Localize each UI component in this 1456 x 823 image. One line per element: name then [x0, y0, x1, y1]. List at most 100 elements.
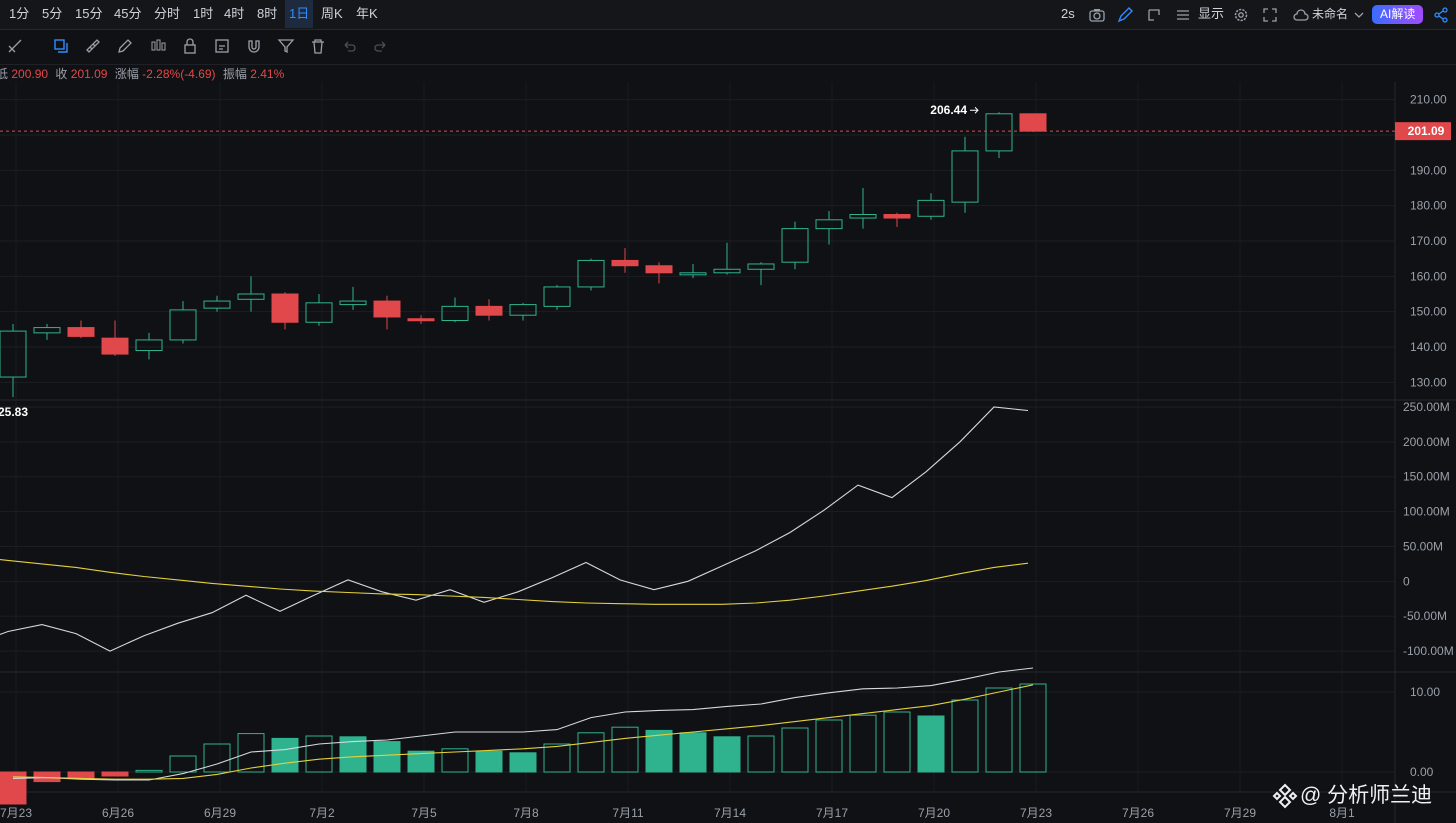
price-tick-label: 170.00 — [1410, 234, 1447, 248]
candle-body — [815, 219, 843, 230]
interval-8h[interactable]: 8时 — [257, 6, 278, 21]
date-tick-label: 7月29 — [1224, 806, 1256, 820]
magnet-icon[interactable] — [245, 37, 263, 55]
refresh-interval[interactable]: 2s — [1061, 6, 1075, 21]
low-price-annotation: 25.83 — [0, 405, 28, 419]
watermark: @ 分析师兰迪 — [1272, 782, 1432, 810]
date-tick-label: 8月1 — [1329, 806, 1355, 820]
layout-name[interactable]: 未命名 — [1312, 7, 1349, 21]
price-tick-label: 140.00 — [1410, 340, 1447, 354]
volume-bar — [407, 750, 435, 773]
date-tick-label: 6月26 — [102, 806, 134, 820]
candle-body — [237, 293, 265, 300]
fullscreen-icon[interactable] — [1261, 6, 1279, 24]
volume-bar — [475, 750, 503, 773]
volume-bar — [237, 733, 265, 773]
volume-bar — [203, 743, 231, 773]
volume-bar — [713, 736, 741, 773]
date-tick-label: 6月29 — [204, 806, 236, 820]
interval-45min[interactable]: 45分 — [114, 6, 142, 21]
interval-week[interactable]: 周K — [321, 6, 343, 21]
date-tick-label: 7月11 — [612, 806, 643, 820]
edit-icon[interactable] — [213, 37, 231, 55]
low-value: 200.90 — [11, 67, 49, 81]
undo-icon[interactable] — [340, 37, 358, 55]
interval-year[interactable]: 年K — [356, 6, 378, 21]
candle-body — [849, 214, 877, 219]
interval-4h[interactable]: 4时 — [224, 6, 245, 21]
trash-icon[interactable] — [309, 37, 327, 55]
interval-15min[interactable]: 15分 — [75, 6, 103, 21]
pencil-icon[interactable] — [116, 37, 134, 55]
candles-icon[interactable] — [149, 37, 167, 55]
volume-tick-label: 10.00 — [1410, 685, 1440, 699]
candle-body — [203, 300, 231, 309]
volume-bar — [781, 727, 809, 773]
candle-body — [305, 302, 333, 323]
camera-icon[interactable] — [1088, 6, 1106, 24]
volume-bar — [135, 769, 163, 773]
display-menu[interactable]: 显示 — [1198, 6, 1225, 21]
indicator-tick-label: 100.00M — [1403, 505, 1450, 519]
interval-1min[interactable]: 1分 — [9, 6, 30, 21]
change-value: -2.28%(-4.69) — [142, 67, 216, 81]
interval-5min[interactable]: 5分 — [42, 6, 63, 21]
select-region-icon[interactable] — [1145, 6, 1163, 24]
binance-logo-icon — [1272, 784, 1298, 809]
share-icon[interactable] — [1432, 6, 1450, 24]
list-icon[interactable] — [1174, 6, 1192, 24]
interval-1d[interactable]: 1日 — [285, 0, 314, 28]
volume-ma-line — [12, 684, 1034, 780]
date-tick-label: 7月23 — [0, 806, 32, 820]
date-tick-label: 7月14 — [714, 806, 746, 820]
indicator-tick-label: 50.00M — [1403, 539, 1443, 553]
volume-bar — [33, 771, 61, 783]
volume-bar — [951, 699, 979, 773]
chevron-down-icon[interactable] — [1350, 6, 1368, 24]
filter-icon[interactable] — [277, 37, 295, 55]
draw-pen-icon[interactable] — [1116, 6, 1134, 24]
candle-body — [611, 259, 639, 267]
ai-interpret-button[interactable]: AI解读 — [1372, 5, 1424, 24]
interval-1h[interactable]: 1时 — [193, 6, 214, 21]
candle-body — [645, 265, 673, 274]
ruler-icon[interactable] — [84, 37, 102, 55]
indicator-tick-label: 0 — [1403, 574, 1410, 588]
price-tick-label: 180.00 — [1410, 199, 1447, 213]
volume-bar — [917, 715, 945, 773]
indicator-tick-label: -50.00M — [1403, 609, 1447, 623]
ohlc-infobar: 低 200.90 收 201.09 涨幅 -2.28%(-4.69) 振幅 2.… — [0, 66, 284, 82]
candle-body — [781, 228, 809, 263]
draw-tools-icon[interactable] — [6, 37, 24, 55]
high-price-arrow — [970, 106, 979, 114]
candle-body — [67, 327, 95, 337]
indicator-tick-label: 200.00M — [1403, 435, 1450, 449]
candle-body — [33, 327, 61, 334]
interval-timeshare[interactable]: 分时 — [154, 6, 181, 21]
candle-body — [475, 305, 503, 316]
copy-icon[interactable] — [52, 37, 70, 55]
price-tick-label: 130.00 — [1410, 375, 1447, 389]
volume-bar — [373, 741, 401, 773]
price-tick-label: 160.00 — [1410, 269, 1447, 283]
date-tick-label: 7月26 — [1122, 806, 1154, 820]
indicator-panel — [0, 406, 1029, 652]
volume-bar — [441, 748, 469, 773]
candle-body — [747, 263, 775, 270]
lock-icon[interactable] — [181, 37, 199, 55]
settings-gear-icon[interactable] — [1232, 6, 1250, 24]
candle-body — [543, 286, 571, 307]
volume-bar — [747, 735, 775, 773]
indicator-tick-label: 250.00M — [1403, 400, 1450, 414]
redo-icon[interactable] — [372, 37, 390, 55]
price-panel: 206.44 25.83 — [0, 103, 1395, 419]
indicator-line — [0, 406, 1029, 652]
candle-body — [339, 300, 367, 306]
candle-body — [883, 214, 911, 219]
cloud-upload-icon[interactable] — [1292, 6, 1310, 24]
volume-bar — [305, 735, 333, 773]
last-price-tag — [1395, 122, 1451, 141]
volume-bar — [101, 771, 129, 777]
watermark-text: @ 分析师兰迪 — [1300, 784, 1433, 807]
